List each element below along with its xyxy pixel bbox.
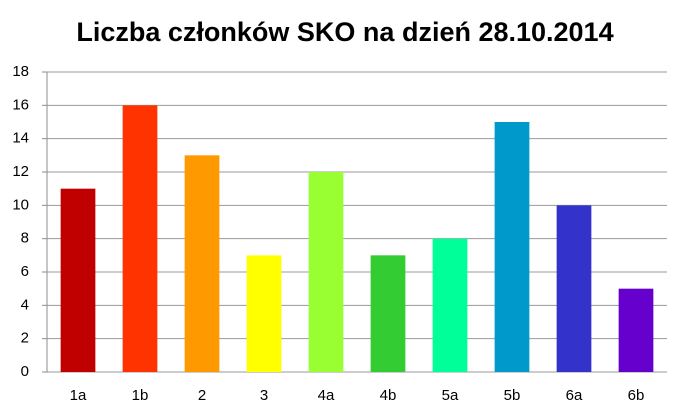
x-tick-label: 1b (132, 387, 149, 404)
y-tick-label: 14 (12, 130, 29, 147)
bar (184, 155, 220, 372)
y-tick-label: 6 (21, 263, 29, 280)
bar (246, 255, 282, 372)
x-tick-label: 3 (260, 387, 268, 404)
y-tick-label: 10 (12, 196, 29, 213)
bar (122, 105, 158, 372)
y-tick-label: 8 (21, 230, 29, 247)
chart-title: Liczba członków SKO na dzień 28.10.2014 (76, 17, 613, 47)
bar (370, 255, 406, 372)
bar (308, 172, 344, 372)
bar (494, 122, 530, 372)
bar (432, 238, 468, 372)
x-tick-label: 4b (380, 387, 397, 404)
x-tick-label: 5b (504, 387, 521, 404)
x-tick-label: 1a (70, 387, 87, 404)
bar (60, 188, 96, 372)
y-tick-label: 4 (21, 296, 29, 313)
x-tick-label: 6b (628, 387, 645, 404)
y-tick-label: 0 (21, 363, 29, 380)
x-tick-label: 5a (442, 387, 459, 404)
bar (556, 205, 592, 372)
x-tick-label: 4a (318, 387, 335, 404)
bar (618, 288, 654, 372)
y-tick-label: 2 (21, 330, 29, 347)
x-tick-label: 2 (198, 387, 206, 404)
y-tick-label: 18 (12, 63, 29, 80)
y-tick-label: 16 (12, 96, 29, 113)
y-tick-label: 12 (12, 163, 29, 180)
x-tick-label: 6a (566, 387, 583, 404)
